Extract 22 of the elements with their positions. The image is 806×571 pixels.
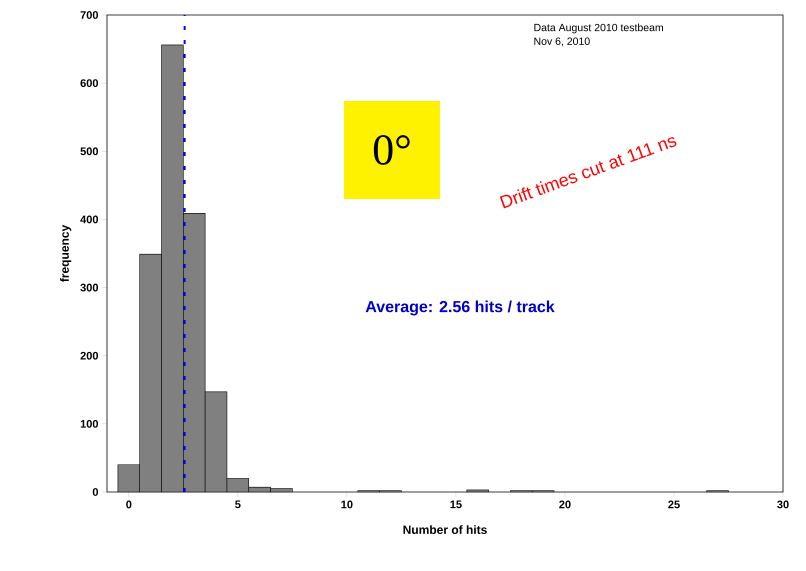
x-tick-label: 25 [668, 500, 680, 508]
x-tick-label: 15 [450, 500, 462, 508]
annotation: Data August 2010 testbeam [534, 24, 663, 34]
x-tick-label: 30 [777, 500, 789, 508]
annotation: Nov 6, 2010 [534, 38, 590, 46]
annotation: Drift times cut at 111 ns [500, 137, 676, 208]
x-tick-label: 0 [126, 500, 132, 508]
y-tick-label: 700 [80, 11, 98, 19]
y-tick-label: 500 [80, 147, 98, 156]
annotation: Average: 2.56 hits / track [366, 300, 555, 316]
x-axis-title: Number of hits [403, 525, 487, 534]
y-axis-title: frequency [60, 224, 72, 282]
y-tick-label: 0 [92, 488, 98, 496]
y-tick-label: 600 [80, 79, 98, 88]
x-tick-label: 5 [235, 500, 241, 508]
y-tick-label: 300 [80, 284, 98, 292]
x-tick-label: 10 [341, 500, 353, 508]
x-tick-label: 20 [559, 500, 571, 508]
y-tick-label: 200 [80, 352, 98, 360]
y-tick-label: 100 [80, 420, 98, 428]
annotation: 0° [374, 135, 410, 165]
y-tick-label: 400 [80, 216, 98, 224]
